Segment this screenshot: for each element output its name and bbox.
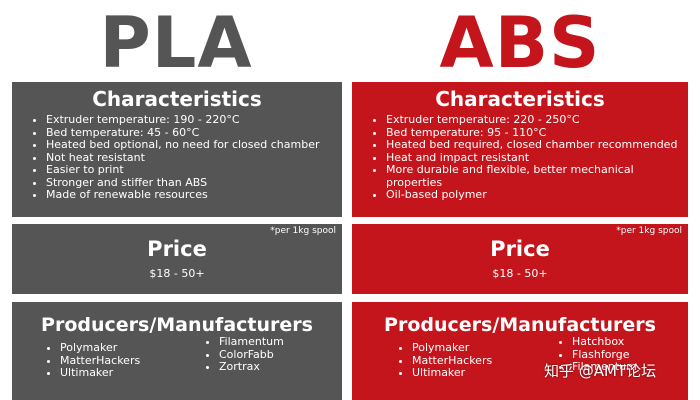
abs-spool-note: *per 1kg spool — [616, 226, 682, 236]
pla-producers-list-1: Polymaker MatterHackers Ultimaker — [46, 341, 140, 380]
list-item: ColorFabb — [219, 348, 284, 362]
pla-price-value: $18 - 50+ — [149, 267, 205, 280]
list-item: Extruder temperature: 220 - 250°C — [386, 113, 688, 127]
watermark: 知乎 @AMT论坛 — [544, 362, 657, 380]
abs-price-panel: *per 1kg spool Price $18 - 50+ — [352, 224, 688, 294]
pla-producers-panel: Producers/Manufacturers Polymaker Matter… — [12, 302, 342, 400]
abs-characteristics-list: Extruder temperature: 220 - 250°C Bed te… — [352, 113, 688, 202]
list-item: Filamentum — [572, 360, 637, 374]
list-item: Ultimaker — [60, 366, 140, 380]
abs-producers-list-2: Hatchbox Flashforge Filamentum — [558, 335, 637, 374]
abs-title: ABS — [439, 2, 601, 84]
abs-price-heading: Price — [490, 237, 550, 261]
list-item: More durable and flexible, better mechan… — [386, 163, 688, 189]
pla-producers-list-2: Filamentum ColorFabb Zortrax — [205, 335, 284, 374]
list-item: Zortrax — [219, 360, 284, 374]
pla-price-panel: *per 1kg spool Price $18 - 50+ — [12, 224, 342, 294]
pla-characteristics-heading: Characteristics — [92, 87, 262, 111]
list-item: Hatchbox — [572, 335, 637, 349]
list-item: MatterHackers — [60, 354, 140, 368]
abs-producers-list-1: Polymaker MatterHackers Ultimaker — [398, 341, 492, 380]
list-item: Heat and impact resistant — [386, 151, 688, 165]
pla-characteristics-panel: Characteristics Extruder temperature: 19… — [12, 82, 342, 217]
pla-title: PLA — [99, 2, 253, 84]
abs-producers-heading: Producers/Manufacturers — [384, 314, 656, 336]
list-item: Stronger and stiffer than ABS — [46, 176, 342, 190]
abs-producers-panel: Producers/Manufacturers Polymaker Matter… — [352, 302, 688, 400]
list-item: Polymaker — [412, 341, 492, 355]
list-item: Filamentum — [219, 335, 284, 349]
list-item: Ultimaker — [412, 366, 492, 380]
list-item: Bed temperature: 95 - 110°C — [386, 126, 688, 140]
list-item: Not heat resistant — [46, 151, 342, 165]
pla-spool-note: *per 1kg spool — [270, 226, 336, 236]
list-item: Easier to print — [46, 163, 342, 177]
pla-producers-heading: Producers/Manufacturers — [41, 314, 313, 336]
list-item: Extruder temperature: 190 - 220°C — [46, 113, 342, 127]
abs-price-value: $18 - 50+ — [492, 267, 548, 280]
list-item: Heated bed optional, no need for closed … — [46, 138, 342, 152]
list-item: Bed temperature: 45 - 60°C — [46, 126, 342, 140]
pla-characteristics-list: Extruder temperature: 190 - 220°C Bed te… — [12, 113, 342, 202]
abs-characteristics-heading: Characteristics — [435, 87, 605, 111]
list-item: MatterHackers — [412, 354, 492, 368]
list-item: Oil-based polymer — [386, 188, 688, 202]
list-item: Polymaker — [60, 341, 140, 355]
list-item: Made of renewable resources — [46, 188, 342, 202]
abs-characteristics-panel: Characteristics Extruder temperature: 22… — [352, 82, 688, 217]
pla-price-heading: Price — [147, 237, 207, 261]
list-item: Flashforge — [572, 348, 637, 362]
list-item: Heated bed required, closed chamber reco… — [386, 138, 688, 152]
